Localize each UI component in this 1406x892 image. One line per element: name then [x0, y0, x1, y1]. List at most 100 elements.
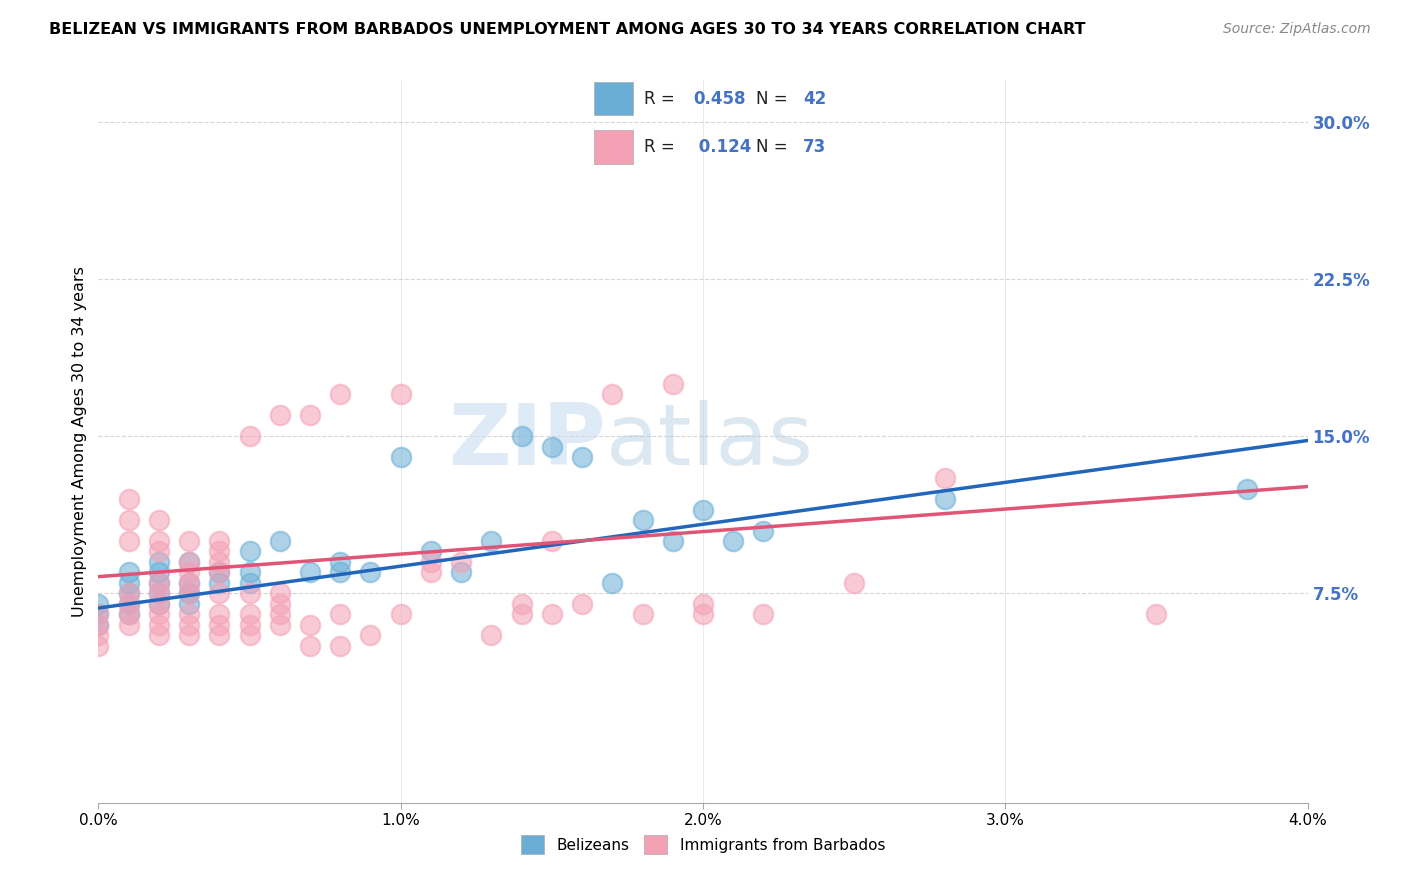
Point [752, 607, 775, 622]
Text: Source: ZipAtlas.com: Source: ZipAtlas.com [1223, 22, 1371, 37]
Point [269, 534, 291, 549]
Point [87, 607, 110, 622]
Point [179, 628, 201, 642]
Point [269, 607, 291, 622]
Point [208, 607, 231, 622]
Point [208, 586, 231, 600]
Point [360, 628, 382, 642]
Point [571, 597, 593, 611]
Point [148, 586, 170, 600]
Point [208, 534, 231, 549]
Point [148, 597, 170, 611]
Point [360, 566, 382, 580]
Point [118, 566, 141, 580]
Point [118, 513, 141, 527]
Point [269, 597, 291, 611]
Point [299, 617, 322, 632]
Point [148, 607, 170, 622]
Text: BELIZEAN VS IMMIGRANTS FROM BARBADOS UNEMPLOYMENT AMONG AGES 30 TO 34 YEARS CORR: BELIZEAN VS IMMIGRANTS FROM BARBADOS UNE… [49, 22, 1085, 37]
Point [540, 607, 562, 622]
Point [692, 597, 714, 611]
Point [752, 524, 775, 538]
Point [389, 387, 412, 401]
Point [148, 555, 170, 569]
Point [118, 597, 141, 611]
Point [208, 617, 231, 632]
Legend: Belizeans, Immigrants from Barbados: Belizeans, Immigrants from Barbados [515, 830, 891, 860]
Point [934, 471, 956, 485]
Point [179, 555, 201, 569]
Point [179, 586, 201, 600]
Point [118, 617, 141, 632]
Text: N =: N = [756, 137, 793, 156]
Point [329, 387, 352, 401]
Point [510, 429, 533, 443]
Point [239, 575, 262, 590]
Point [208, 566, 231, 580]
Point [1236, 482, 1258, 496]
Text: N =: N = [756, 89, 793, 108]
Point [148, 597, 170, 611]
Text: 0.124: 0.124 [693, 137, 752, 156]
Point [118, 492, 141, 507]
Point [299, 639, 322, 653]
Text: 73: 73 [803, 137, 827, 156]
Point [269, 409, 291, 423]
Text: 0.458: 0.458 [693, 89, 745, 108]
Point [420, 555, 443, 569]
Point [87, 639, 110, 653]
Point [239, 628, 262, 642]
Point [571, 450, 593, 465]
Point [148, 566, 170, 580]
Point [148, 534, 170, 549]
Point [87, 597, 110, 611]
Point [481, 628, 503, 642]
Point [179, 534, 201, 549]
Point [450, 566, 472, 580]
Point [420, 544, 443, 558]
Point [239, 586, 262, 600]
Point [450, 555, 472, 569]
Point [148, 628, 170, 642]
Point [844, 575, 866, 590]
Point [329, 639, 352, 653]
Point [1146, 607, 1168, 622]
Point [389, 607, 412, 622]
Point [148, 575, 170, 590]
Text: atlas: atlas [606, 400, 814, 483]
Point [239, 544, 262, 558]
Point [239, 566, 262, 580]
Point [329, 566, 352, 580]
Point [208, 544, 231, 558]
Point [602, 575, 624, 590]
Point [420, 566, 443, 580]
Point [329, 607, 352, 622]
Point [148, 544, 170, 558]
Point [239, 617, 262, 632]
FancyBboxPatch shape [595, 130, 633, 163]
Point [87, 617, 110, 632]
Point [118, 575, 141, 590]
Point [540, 534, 562, 549]
Point [179, 575, 201, 590]
Point [299, 566, 322, 580]
Point [631, 513, 654, 527]
Point [269, 586, 291, 600]
Point [118, 586, 141, 600]
Point [329, 555, 352, 569]
Point [208, 628, 231, 642]
Point [269, 617, 291, 632]
Point [179, 555, 201, 569]
Point [723, 534, 745, 549]
Point [510, 607, 533, 622]
Point [148, 617, 170, 632]
Point [540, 440, 562, 454]
Point [481, 534, 503, 549]
Point [389, 450, 412, 465]
Point [179, 575, 201, 590]
Text: R =: R = [644, 89, 681, 108]
Point [934, 492, 956, 507]
Text: R =: R = [644, 137, 681, 156]
Point [179, 617, 201, 632]
Point [510, 597, 533, 611]
